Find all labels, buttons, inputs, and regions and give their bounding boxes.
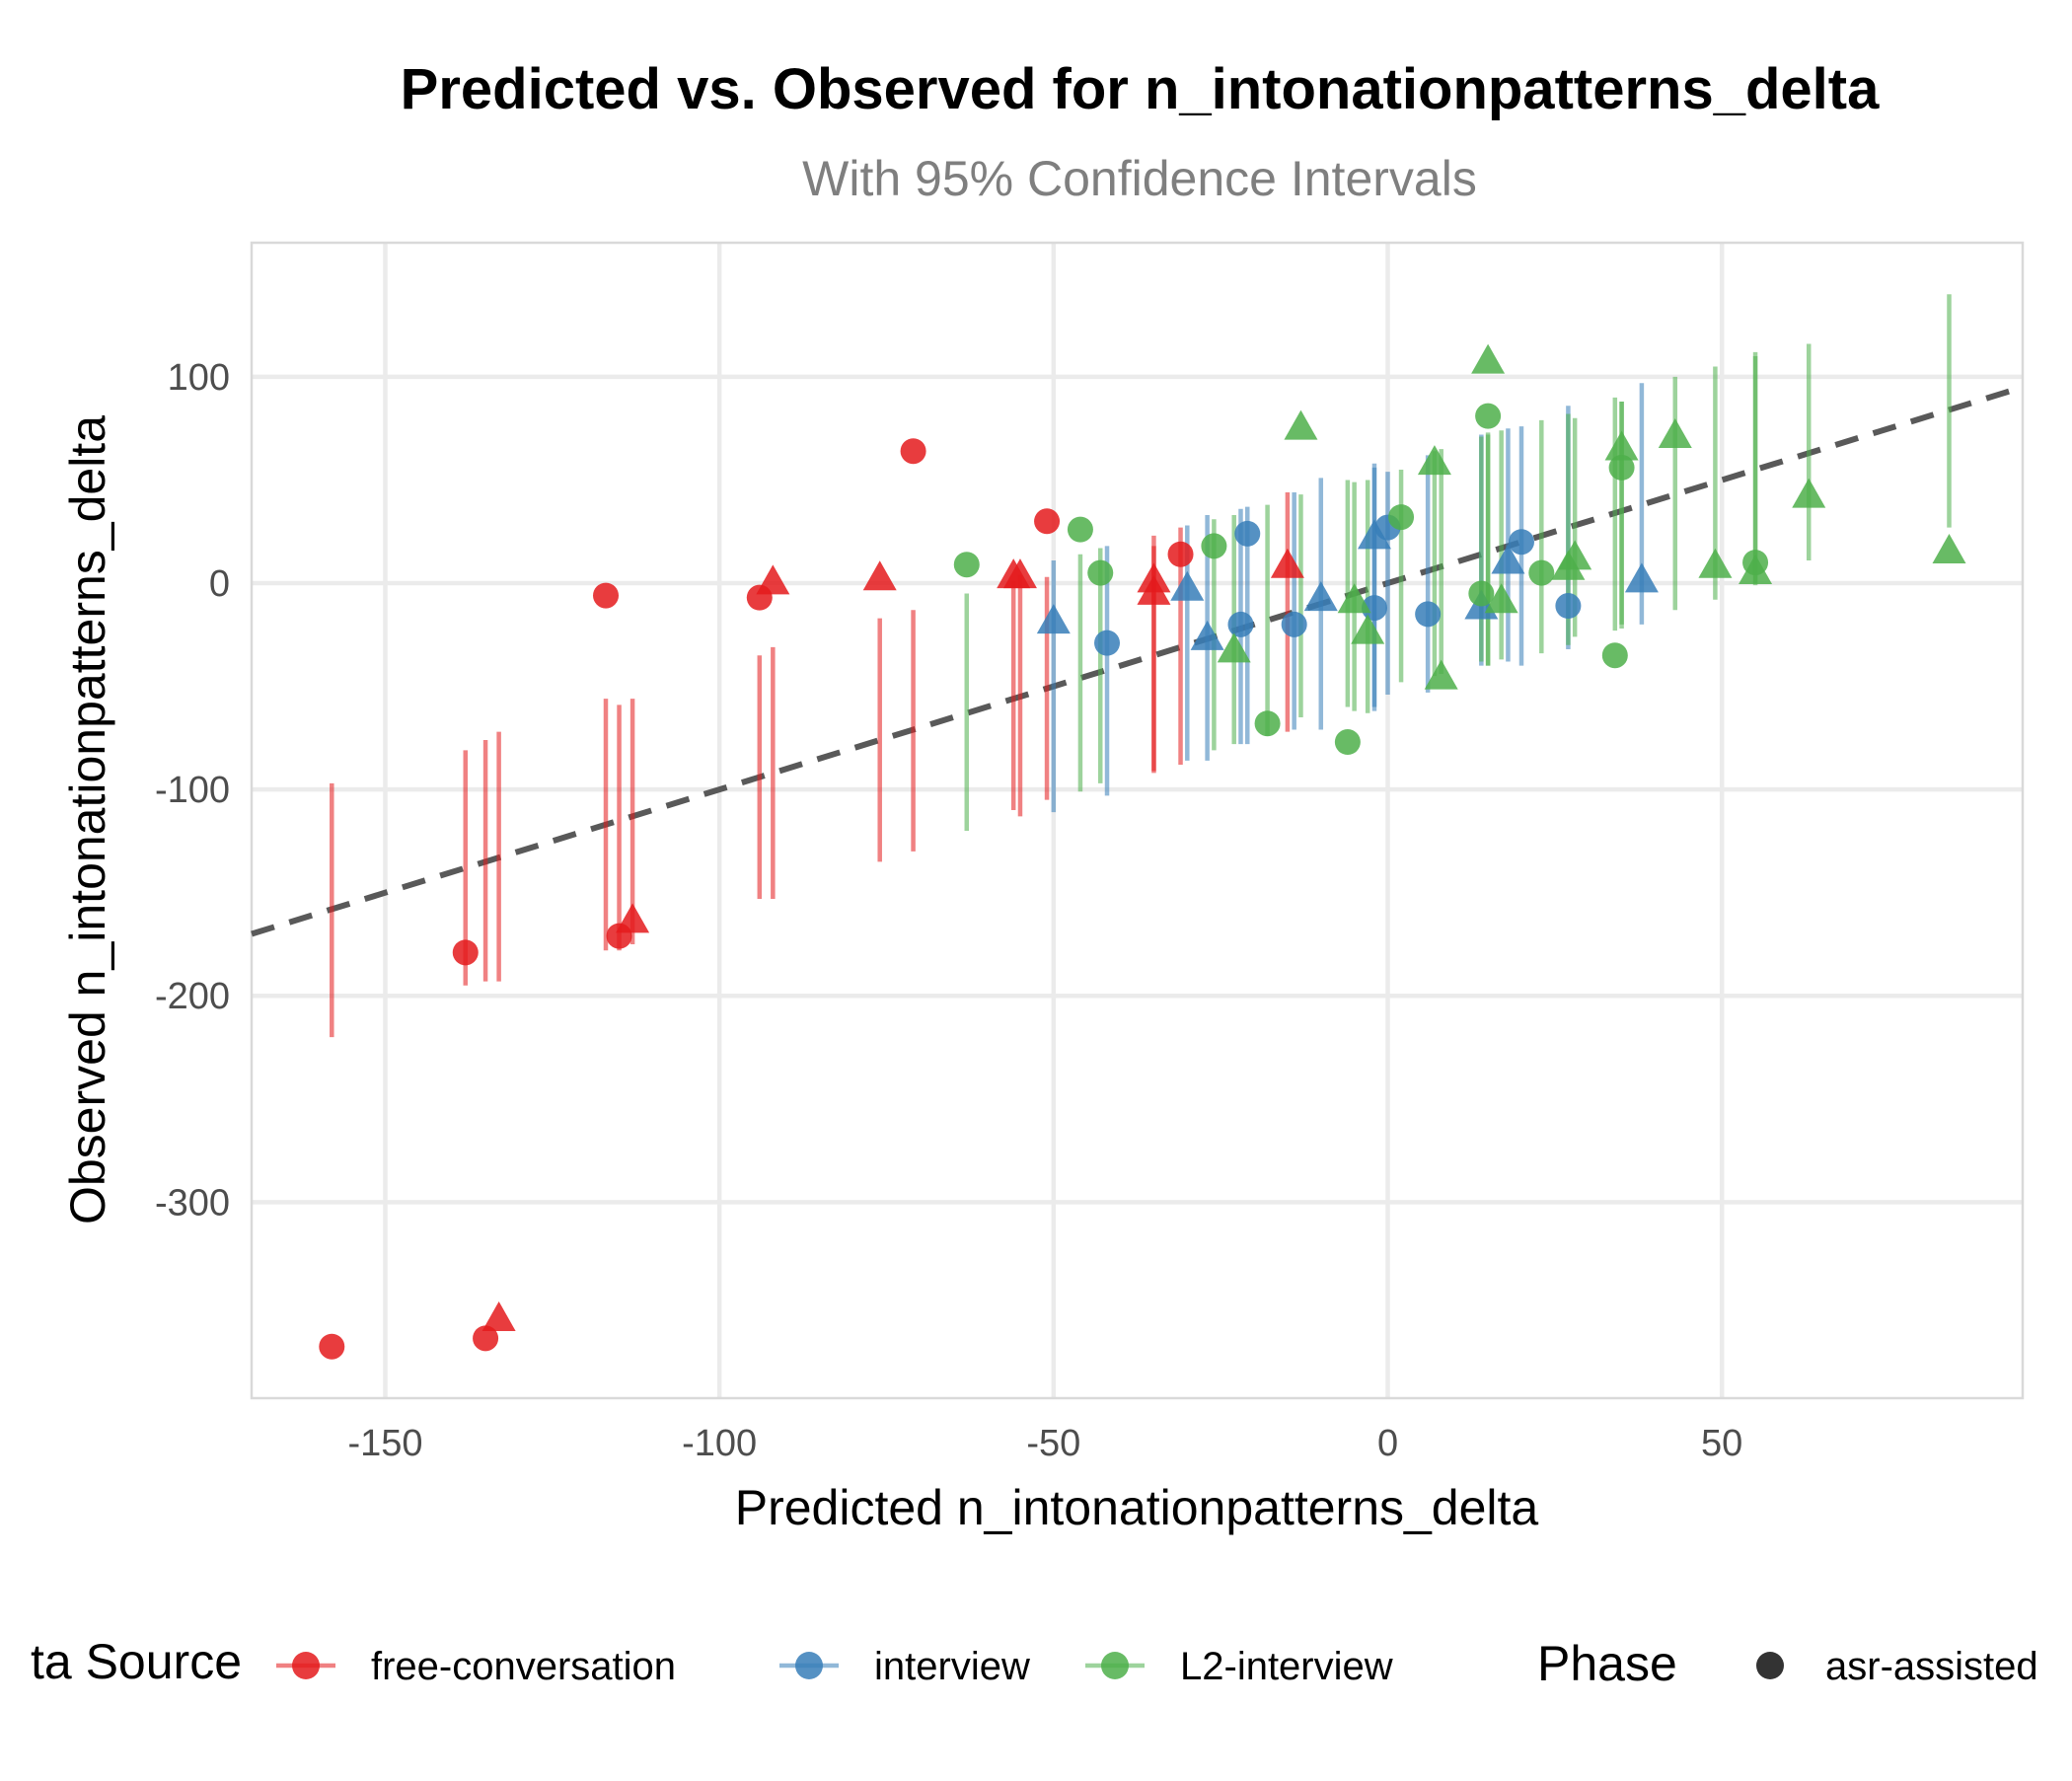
legend-label-free-conversation: free-conversation: [371, 1645, 676, 1688]
y-tick-label: -300: [155, 1182, 230, 1224]
data-point-triangle: [756, 564, 790, 595]
x-tick-label: -50: [1026, 1423, 1080, 1464]
data-point-circle: [1254, 710, 1281, 737]
data-point-triangle: [1190, 620, 1224, 650]
grid: [252, 243, 2023, 1398]
data-point-triangle: [1624, 562, 1659, 593]
data-point-triangle: [1792, 478, 1826, 508]
confidence-intervals: [330, 294, 1952, 1038]
data-point-circle: [1415, 601, 1442, 628]
legend-key-point: [292, 1652, 320, 1679]
y-axis-label: Observed n_intonationpatterns_delta: [60, 415, 115, 1224]
data-point-triangle: [862, 560, 897, 591]
data-point-triangle: [1337, 583, 1371, 614]
data-point-circle: [1334, 729, 1361, 756]
data-point-circle: [1388, 504, 1415, 531]
data-point-triangle: [1471, 343, 1506, 374]
data-point-circle: [1508, 529, 1534, 556]
legend-label-l2-interview: L2-interview: [1180, 1645, 1393, 1688]
legend-key-point: [1101, 1652, 1129, 1679]
data-point-circle: [1034, 508, 1061, 535]
data-point-circle: [1094, 630, 1121, 656]
data-point-circle: [452, 939, 479, 966]
y-tick-label: -100: [155, 770, 230, 811]
data-points: [319, 343, 1966, 1360]
data-point-circle: [953, 552, 980, 578]
y-tick-label: 0: [209, 563, 230, 605]
data-point-circle: [593, 582, 619, 609]
legend-title-phase: Phase: [1537, 1636, 1677, 1691]
data-point-triangle: [1932, 534, 1966, 564]
data-point-circle: [1475, 403, 1502, 429]
data-point-triangle: [1357, 519, 1391, 550]
data-point-circle: [473, 1325, 499, 1352]
data-point-circle: [1227, 611, 1254, 637]
legend-label-interview: interview: [874, 1645, 1030, 1688]
data-point-triangle: [1739, 554, 1773, 584]
data-point-triangle: [1284, 409, 1318, 440]
data-point-triangle: [1698, 548, 1733, 578]
data-point-circle: [1087, 559, 1114, 586]
data-point-triangle: [1036, 604, 1071, 634]
data-point-triangle: [1424, 659, 1458, 690]
data-point-circle: [1167, 541, 1194, 567]
legend-phase-label: asr-assisted: [1825, 1645, 2038, 1688]
data-point-circle: [1067, 516, 1093, 543]
data-point-circle: [1555, 593, 1582, 620]
plot-panel-border: [250, 241, 2025, 1400]
data-point-triangle: [1491, 544, 1525, 574]
data-point-circle: [1361, 595, 1387, 622]
data-point-triangle: [1170, 570, 1205, 601]
data-point-circle: [1468, 580, 1495, 607]
x-tick-label: 50: [1701, 1423, 1742, 1464]
data-point-triangle: [1002, 558, 1037, 589]
data-point-triangle: [1351, 614, 1385, 644]
data-point-triangle: [1303, 581, 1338, 612]
tick-labels: -150 -100 -50 0 50 -300 -200 -100 0 100: [155, 357, 1742, 1464]
data-point-triangle: [1137, 574, 1171, 605]
x-axis-label: Predicted n_intonationpatterns_delta: [735, 1480, 1539, 1535]
reference-line: [251, 384, 2024, 937]
legend-phase-key: [1756, 1652, 1784, 1679]
x-tick-label: -150: [347, 1423, 422, 1464]
chart-title: Predicted vs. Observed for n_intonationp…: [401, 57, 1880, 121]
data-point-triangle: [1604, 430, 1639, 461]
data-point-circle: [1608, 454, 1635, 481]
chart-subtitle: With 95% Confidence Intervals: [802, 151, 1477, 206]
data-point-triangle: [1417, 445, 1451, 476]
x-tick-label: 0: [1377, 1423, 1398, 1464]
y-tick-label: 100: [168, 357, 230, 399]
legend-title-source: ta Source: [31, 1634, 242, 1689]
data-point-triangle: [1270, 548, 1304, 578]
y-tick-label: -200: [155, 976, 230, 1017]
data-point-circle: [1201, 533, 1227, 559]
data-point-circle: [1528, 559, 1555, 586]
x-tick-label: -100: [682, 1423, 757, 1464]
data-point-triangle: [1484, 583, 1518, 614]
data-point-circle: [319, 1333, 345, 1360]
data-point-triangle: [616, 903, 650, 933]
reference-line-layer: [251, 384, 2024, 937]
data-point-circle: [1234, 520, 1261, 547]
legend: ta Source free-conversation interview L2-i…: [31, 1634, 2038, 1691]
data-point-circle: [1281, 611, 1307, 637]
data-point-triangle: [1558, 540, 1592, 570]
data-point-circle: [900, 438, 926, 465]
data-point-triangle: [1217, 632, 1251, 663]
legend-key-point: [795, 1652, 823, 1679]
data-point-triangle: [481, 1300, 516, 1331]
legend-source-items: free-conversation interview L2-interview: [276, 1645, 1393, 1688]
data-point-triangle: [1658, 417, 1692, 448]
data-point-circle: [1601, 642, 1628, 669]
